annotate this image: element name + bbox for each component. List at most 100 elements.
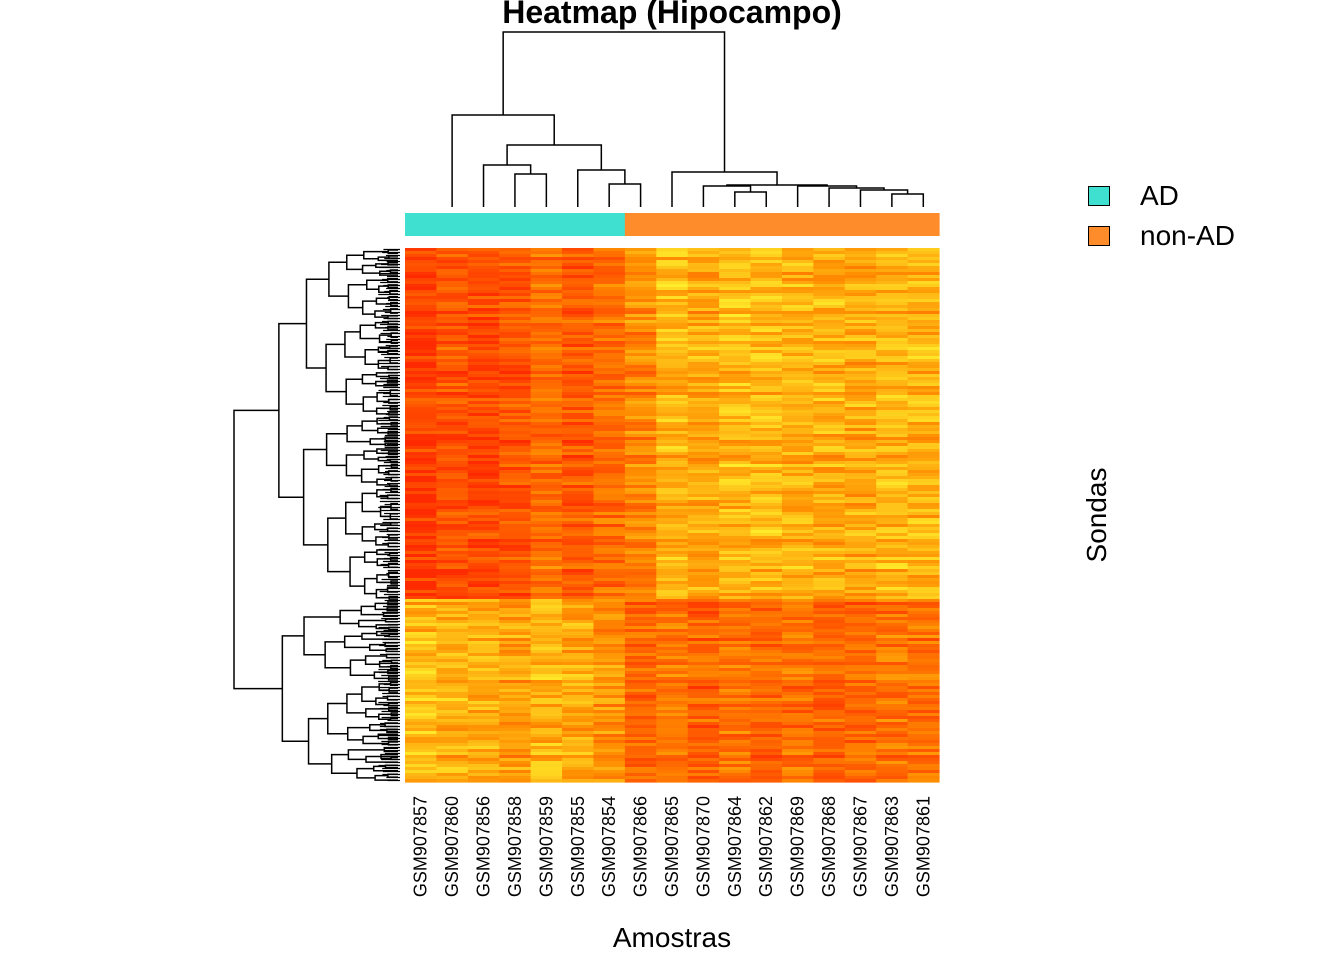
- heatmap-cell: [844, 371, 877, 375]
- heatmap-cell: [405, 356, 438, 360]
- heatmap-cell: [405, 587, 438, 591]
- heatmap-cell: [499, 539, 532, 543]
- heatmap-cell: [687, 758, 720, 762]
- heatmap-cell: [781, 401, 814, 405]
- heatmap-cell: [656, 557, 689, 561]
- heatmap-cell: [530, 767, 563, 771]
- heatmap-cell: [781, 539, 814, 543]
- heatmap-cell: [624, 575, 657, 579]
- heatmap-cell: [844, 248, 877, 252]
- heatmap-cell: [844, 500, 877, 504]
- heatmap-cell: [687, 377, 720, 381]
- heatmap-cell: [719, 674, 752, 678]
- heatmap-cell: [530, 743, 563, 747]
- heatmap-cell: [687, 674, 720, 678]
- heatmap-cell: [530, 578, 563, 582]
- heatmap-cell: [907, 485, 940, 489]
- heatmap-cell: [781, 254, 814, 258]
- heatmap-cell: [844, 461, 877, 465]
- heatmap-cell: [436, 518, 469, 522]
- heatmap-cell: [405, 479, 438, 483]
- heatmap-cell: [781, 251, 814, 255]
- heatmap-cell: [562, 293, 595, 297]
- heatmap-cell: [467, 776, 500, 780]
- heatmap-cell: [530, 449, 563, 453]
- heatmap-cell: [499, 779, 532, 783]
- heatmap-cell: [562, 560, 595, 564]
- heatmap-cell: [750, 383, 783, 387]
- heatmap-cell: [530, 557, 563, 561]
- heatmap-cell: [624, 338, 657, 342]
- heatmap-cell: [876, 608, 909, 612]
- heatmap-cell: [750, 611, 783, 615]
- heatmap-cell: [719, 359, 752, 363]
- heatmap-cell: [436, 497, 469, 501]
- heatmap-cell: [907, 431, 940, 435]
- heatmap-cell: [844, 329, 877, 333]
- heatmap-cell: [781, 545, 814, 549]
- heatmap-cell: [687, 731, 720, 735]
- heatmap-cell: [844, 728, 877, 732]
- heatmap-cell: [844, 734, 877, 738]
- heatmap-cell: [813, 632, 846, 636]
- heatmap-cell: [876, 524, 909, 528]
- heatmap-cell: [499, 350, 532, 354]
- heatmap-cell: [562, 434, 595, 438]
- heatmap-cell: [436, 278, 469, 282]
- heatmap-cell: [624, 263, 657, 267]
- heatmap-cell: [750, 557, 783, 561]
- heatmap-cell: [405, 494, 438, 498]
- heatmap-cell: [813, 263, 846, 267]
- heatmap-cell: [813, 554, 846, 558]
- heatmap-cell: [656, 728, 689, 732]
- heatmap-cell: [750, 674, 783, 678]
- group-bar-cell: [499, 213, 532, 236]
- heatmap-cell: [405, 539, 438, 543]
- heatmap-cell: [813, 257, 846, 261]
- heatmap-cell: [624, 386, 657, 390]
- heatmap-cell: [687, 332, 720, 336]
- heatmap-cell: [436, 653, 469, 657]
- heatmap-cell: [499, 680, 532, 684]
- heatmap-cell: [656, 392, 689, 396]
- heatmap-cell: [593, 311, 626, 315]
- heatmap-cell: [719, 422, 752, 426]
- heatmap-cell: [530, 257, 563, 261]
- heatmap-cell: [687, 605, 720, 609]
- heatmap-cell: [530, 362, 563, 366]
- heatmap-cell: [876, 347, 909, 351]
- heatmap-cell: [530, 308, 563, 312]
- heatmap-cell: [907, 461, 940, 465]
- heatmap-cell: [719, 494, 752, 498]
- heatmap-cell: [436, 407, 469, 411]
- heatmap-cell: [876, 662, 909, 666]
- heatmap-cell: [405, 611, 438, 615]
- heatmap-cell: [876, 434, 909, 438]
- heatmap-cell: [499, 362, 532, 366]
- heatmap-cell: [813, 557, 846, 561]
- heatmap-cell: [687, 743, 720, 747]
- heatmap-cell: [750, 548, 783, 552]
- heatmap-cell: [876, 551, 909, 555]
- heatmap-cell: [719, 395, 752, 399]
- heatmap-cell: [467, 410, 500, 414]
- heatmap-cell: [907, 545, 940, 549]
- heatmap-cell: [405, 617, 438, 621]
- heatmap-cell: [405, 674, 438, 678]
- heatmap-cell: [656, 482, 689, 486]
- heatmap-cell: [656, 398, 689, 402]
- heatmap-cell: [562, 638, 595, 642]
- heatmap-cell: [436, 272, 469, 276]
- heatmap-cell: [876, 605, 909, 609]
- heatmap-cell: [405, 590, 438, 594]
- heatmap-cell: [813, 518, 846, 522]
- heatmap-cell: [687, 311, 720, 315]
- heatmap-cell: [781, 512, 814, 516]
- heatmap-cell: [499, 596, 532, 600]
- heatmap-cell: [687, 680, 720, 684]
- heatmap-cell: [813, 338, 846, 342]
- heatmap-cell: [687, 344, 720, 348]
- heatmap-cell: [562, 743, 595, 747]
- heatmap-cell: [781, 317, 814, 321]
- dendrogram-link: [702, 185, 752, 207]
